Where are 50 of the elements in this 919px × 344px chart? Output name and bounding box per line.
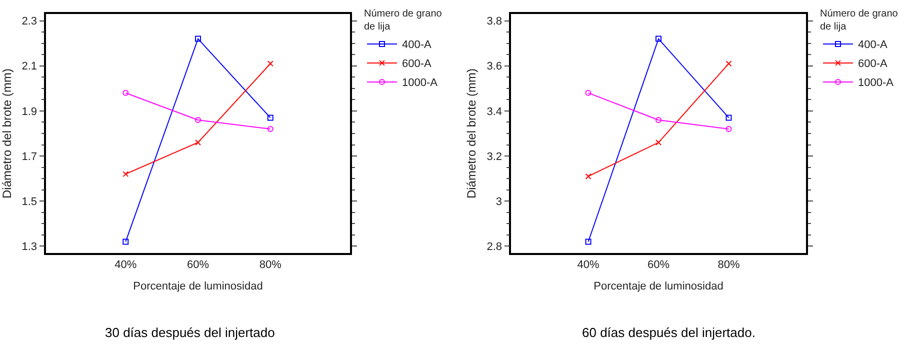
legend-label: 600-A — [858, 58, 888, 70]
y-tick-label: 3.8 — [486, 16, 502, 28]
y-tick-label: 1.7 — [22, 150, 38, 163]
legend-label: 1000-A — [402, 77, 438, 90]
point — [656, 36, 662, 42]
legend-label: 400-A — [402, 39, 432, 52]
y-tick-label: 2.1 — [22, 60, 38, 73]
text: 30 días después del injertado — [105, 325, 275, 340]
y-tick-label: 1.3 — [22, 241, 38, 254]
y-tick-label: 1.5 — [22, 196, 38, 208]
point — [122, 171, 129, 178]
point — [267, 126, 274, 132]
legend-label: 600-A — [402, 58, 432, 70]
point — [726, 114, 732, 121]
point — [585, 173, 592, 180]
y-tick-label: 3.2 — [486, 150, 502, 163]
x-tick-label: 40% — [114, 258, 137, 271]
point — [585, 90, 592, 96]
x-axis-title: Porcentaje de luminosidad — [594, 280, 724, 293]
point — [122, 238, 129, 245]
y-axis-title: Diámetro del brote (mm) — [464, 68, 479, 199]
point — [656, 140, 662, 146]
legend-title: Número de grano de lija — [364, 8, 442, 32]
point — [122, 90, 129, 96]
point — [195, 116, 201, 123]
y-tick-label: 2.8 — [486, 241, 502, 254]
point — [267, 114, 274, 121]
point — [656, 116, 662, 123]
y-tick-label: 3.4 — [486, 106, 502, 118]
point — [195, 36, 201, 42]
point — [726, 126, 732, 132]
point — [267, 60, 274, 67]
y-tick-label: 3.6 — [486, 60, 502, 73]
point — [726, 60, 732, 67]
point — [585, 238, 592, 245]
y-axis-title: Diámetro del brote (mm) — [0, 68, 14, 199]
legend-title: Número de grano de lija — [820, 8, 898, 32]
legend-label: 1000-A — [858, 77, 894, 90]
y-tick-label: 1.9 — [22, 106, 38, 118]
legend-label: 400-A — [858, 39, 888, 52]
x-tick-label: 60% — [647, 258, 670, 271]
x-tick-label: 80% — [259, 258, 282, 271]
point — [195, 140, 201, 146]
x-tick-label: 60% — [186, 258, 210, 271]
text: 60 días después del injertado. — [582, 325, 756, 340]
x-tick-label: 80% — [718, 258, 740, 271]
y-tick-label: 2.3 — [22, 16, 38, 28]
x-tick-label: 40% — [577, 258, 600, 271]
y-tick-label: 3 — [496, 196, 502, 208]
x-axis-title: Porcentaje de luminosidad — [133, 280, 263, 293]
